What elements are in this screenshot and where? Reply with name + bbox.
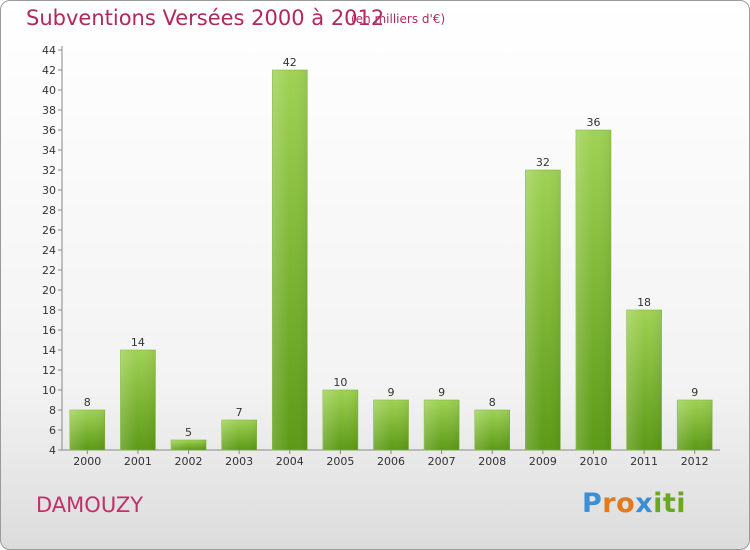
x-tick-label: 2005: [326, 455, 354, 468]
logo-letter: x: [635, 488, 654, 519]
y-tick-label: 28: [42, 204, 56, 217]
data-label: 7: [236, 406, 243, 419]
bar-highlight: [171, 440, 207, 450]
y-tick-label: 42: [42, 64, 56, 77]
data-label: 9: [388, 386, 395, 399]
data-label: 32: [536, 156, 550, 169]
y-tick-label: 10: [42, 384, 56, 397]
bar-highlight: [424, 400, 460, 450]
y-tick-label: 8: [49, 404, 56, 417]
x-tick-label: 2004: [276, 455, 304, 468]
bar-highlight: [322, 390, 358, 450]
chart-title: Subventions Versées 2000 à 2012: [26, 6, 385, 30]
x-tick-label: 2000: [73, 455, 101, 468]
x-tick-label: 2010: [579, 455, 607, 468]
data-label: 10: [333, 376, 347, 389]
logo-letter: P: [582, 488, 603, 519]
y-tick-label: 4: [49, 444, 56, 457]
y-tick-label: 32: [42, 164, 56, 177]
y-tick-label: 30: [42, 184, 56, 197]
bar-highlight: [221, 420, 257, 450]
proxiti-logo: Proxiti: [582, 488, 686, 519]
x-tick-label: 2007: [428, 455, 456, 468]
data-label: 8: [489, 396, 496, 409]
bar-highlight: [69, 410, 105, 450]
chart-subtitle: (en milliers d'€): [351, 12, 446, 26]
x-tick-label: 2001: [124, 455, 152, 468]
logo-letter: o: [616, 488, 636, 519]
bar-highlight: [272, 70, 308, 450]
bar-highlight: [474, 410, 510, 450]
y-tick-label: 12: [42, 364, 56, 377]
x-tick-label: 2006: [377, 455, 405, 468]
y-tick-label: 14: [42, 344, 56, 357]
data-label: 5: [185, 426, 192, 439]
bar-highlight: [525, 170, 561, 450]
logo-letter: i: [676, 488, 687, 519]
y-tick-label: 24: [42, 244, 56, 257]
data-label: 18: [637, 296, 651, 309]
y-tick-label: 26: [42, 224, 56, 237]
logo-letter: t: [662, 488, 677, 519]
x-tick-label: 2011: [630, 455, 658, 468]
chart-labels: 2000 8 2001 14 2002 5 2003 7 2004 42 2005 10 2006 9 20…: [73, 56, 708, 468]
data-label: 42: [283, 56, 297, 69]
data-label: 9: [438, 386, 445, 399]
data-label: 14: [131, 336, 145, 349]
x-tick-label: 2008: [478, 455, 506, 468]
chart-bars: [69, 69, 713, 451]
x-tick-label: 2012: [681, 455, 709, 468]
y-tick-label: 6: [49, 424, 56, 437]
y-tick-label: 16: [42, 324, 56, 337]
y-tick-label: 34: [42, 144, 56, 157]
bar-highlight: [575, 130, 611, 450]
logo-letter: r: [602, 488, 617, 519]
x-tick-label: 2003: [225, 455, 253, 468]
bar-highlight: [677, 400, 713, 450]
y-tick-label: 38: [42, 104, 56, 117]
x-tick-label: 2009: [529, 455, 557, 468]
y-tick-label: 44: [42, 44, 56, 57]
commune-name: DAMOUZY: [36, 493, 144, 517]
x-tick-label: 2002: [175, 455, 203, 468]
y-tick-label: 18: [42, 304, 56, 317]
data-label: 8: [84, 396, 91, 409]
bar-highlight: [626, 310, 662, 450]
logo-letter: i: [653, 488, 663, 519]
y-tick-label: 22: [42, 264, 56, 277]
y-tick-label: 36: [42, 124, 56, 137]
data-label: 36: [586, 116, 600, 129]
bar-highlight: [120, 350, 156, 450]
data-label: 9: [691, 386, 698, 399]
bar-highlight: [373, 400, 409, 450]
y-tick-label: 40: [42, 84, 56, 97]
y-tick-label: 20: [42, 284, 56, 297]
